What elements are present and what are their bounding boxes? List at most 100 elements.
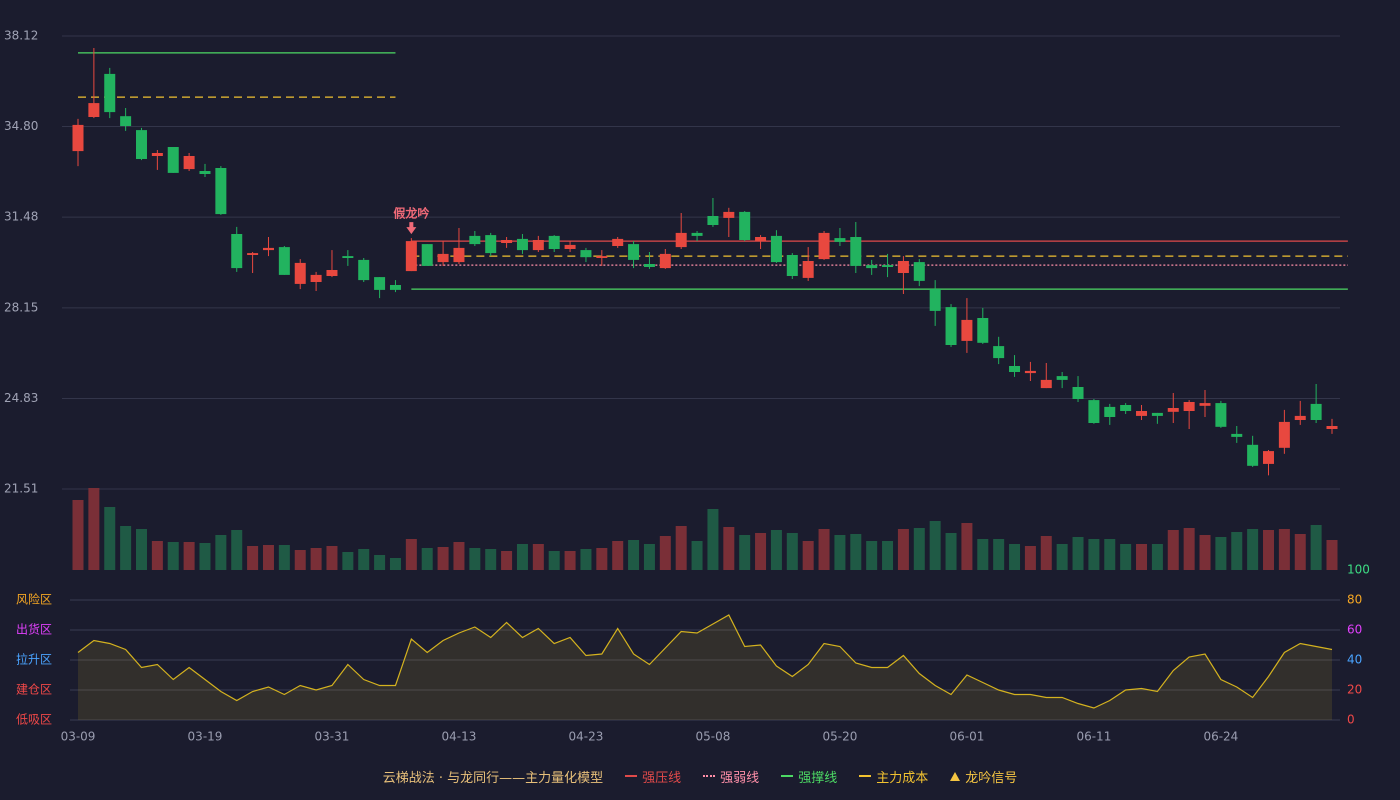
legend-item: 主力成本: [859, 767, 928, 786]
candle-body: [374, 277, 386, 290]
candle-body: [897, 261, 909, 273]
volume-bar: [1231, 532, 1243, 570]
candle-body: [247, 253, 259, 255]
candle-body: [88, 103, 100, 117]
y-tick-label: 38.12: [4, 29, 38, 43]
volume-bar: [1056, 544, 1068, 570]
y-tick-label: 20: [1347, 683, 1362, 697]
legend-label: 强压线: [642, 770, 682, 786]
volume-bar: [834, 535, 846, 570]
volume-bar: [786, 533, 798, 570]
candle-body: [723, 211, 735, 218]
legend-label: 强弱线: [720, 770, 760, 786]
candle-body: [1056, 376, 1068, 380]
x-tick-label: 04-23: [569, 730, 604, 744]
zone-label: 建仓区: [16, 683, 52, 697]
x-tick-label: 06-01: [949, 730, 984, 744]
volume-bar: [453, 542, 465, 570]
volume-bar: [675, 526, 687, 570]
x-tick-label: 06-24: [1203, 730, 1238, 744]
volume-bar: [850, 534, 862, 570]
volume-bar: [1167, 530, 1179, 570]
candle-body: [1136, 411, 1148, 416]
x-tick-label: 03-19: [188, 730, 223, 744]
volume-bar: [993, 539, 1005, 570]
legend-swatch: [950, 771, 961, 781]
y-tick-label: 40: [1347, 653, 1362, 667]
candle-body: [1278, 421, 1290, 448]
candle-body: [135, 130, 147, 159]
legend-label: 龙吟信号: [965, 770, 1018, 786]
volume-bar: [374, 555, 386, 570]
candle-body: [866, 265, 878, 269]
legend-swatch: [859, 775, 872, 777]
candle-body: [104, 73, 116, 113]
y-tick-label: 100: [1347, 563, 1370, 577]
x-tick-label: 05-08: [695, 730, 730, 744]
volume-bar: [1040, 536, 1052, 570]
volume-bar: [691, 541, 703, 570]
volume-bar: [1215, 537, 1227, 570]
volume-bar: [135, 529, 147, 570]
x-tick-label: 03-09: [61, 730, 96, 744]
candle-body: [850, 237, 862, 266]
candle-body: [945, 307, 957, 345]
candle-body: [310, 274, 322, 282]
volume-bar: [1263, 530, 1275, 570]
volume-bar: [961, 523, 973, 570]
zone-label: 风险区: [16, 592, 52, 607]
volume-bar: [1183, 528, 1195, 570]
candle-body: [675, 232, 687, 248]
volume-bar: [755, 533, 767, 570]
legend-swatch: [625, 775, 638, 777]
volume-bar: [628, 540, 640, 570]
candle-body: [501, 240, 513, 243]
legend: 云梯战法 · 与龙同行——主力量化模型 强压线 强弱线 强撑线 主力成本 龙吟信号: [0, 766, 1400, 786]
candle-body: [1088, 400, 1100, 423]
y-tick-label: 80: [1347, 593, 1362, 607]
candle-body: [818, 232, 830, 260]
volume-bar: [1120, 544, 1132, 570]
volume-bar: [532, 544, 544, 570]
x-tick-label: 05-20: [822, 730, 857, 744]
volume-bar: [469, 548, 481, 570]
candle-body: [643, 264, 655, 267]
candle-body: [755, 237, 767, 242]
candle-body: [628, 244, 640, 260]
candle-body: [834, 238, 846, 242]
candle-body: [183, 156, 195, 170]
candle-body: [1024, 370, 1036, 374]
candle-body: [691, 232, 703, 236]
x-tick-label: 03-31: [315, 730, 350, 744]
volume-bar: [358, 549, 370, 570]
y-tick-label: 60: [1347, 623, 1362, 637]
candle-body: [993, 346, 1005, 359]
volume-bar: [659, 536, 671, 570]
volume-bar: [897, 529, 909, 570]
candle-body: [929, 289, 941, 311]
volume-bar: [818, 529, 830, 570]
volume-bar: [723, 527, 735, 570]
volume-bar: [913, 528, 925, 570]
volume-bar: [215, 535, 227, 570]
candle-body: [342, 256, 354, 258]
candle-body: [548, 235, 560, 249]
signal-label: 假龙吟: [393, 206, 429, 221]
volume-bar: [167, 542, 179, 570]
candle-body: [770, 235, 782, 263]
candle-body: [1120, 405, 1132, 411]
volume-bar: [596, 548, 608, 570]
y-tick-label: 28.15: [4, 300, 38, 314]
volume-bar: [485, 549, 497, 570]
candle-body: [1072, 387, 1084, 399]
volume-bar: [437, 547, 449, 570]
volume-bar: [548, 551, 560, 570]
volume-bar: [389, 558, 401, 570]
volume-bar: [1009, 544, 1021, 570]
zone-label: 低吸区: [16, 713, 52, 727]
volume-bar: [643, 544, 655, 570]
volume-bar: [120, 526, 132, 570]
candle-body: [1231, 433, 1243, 437]
